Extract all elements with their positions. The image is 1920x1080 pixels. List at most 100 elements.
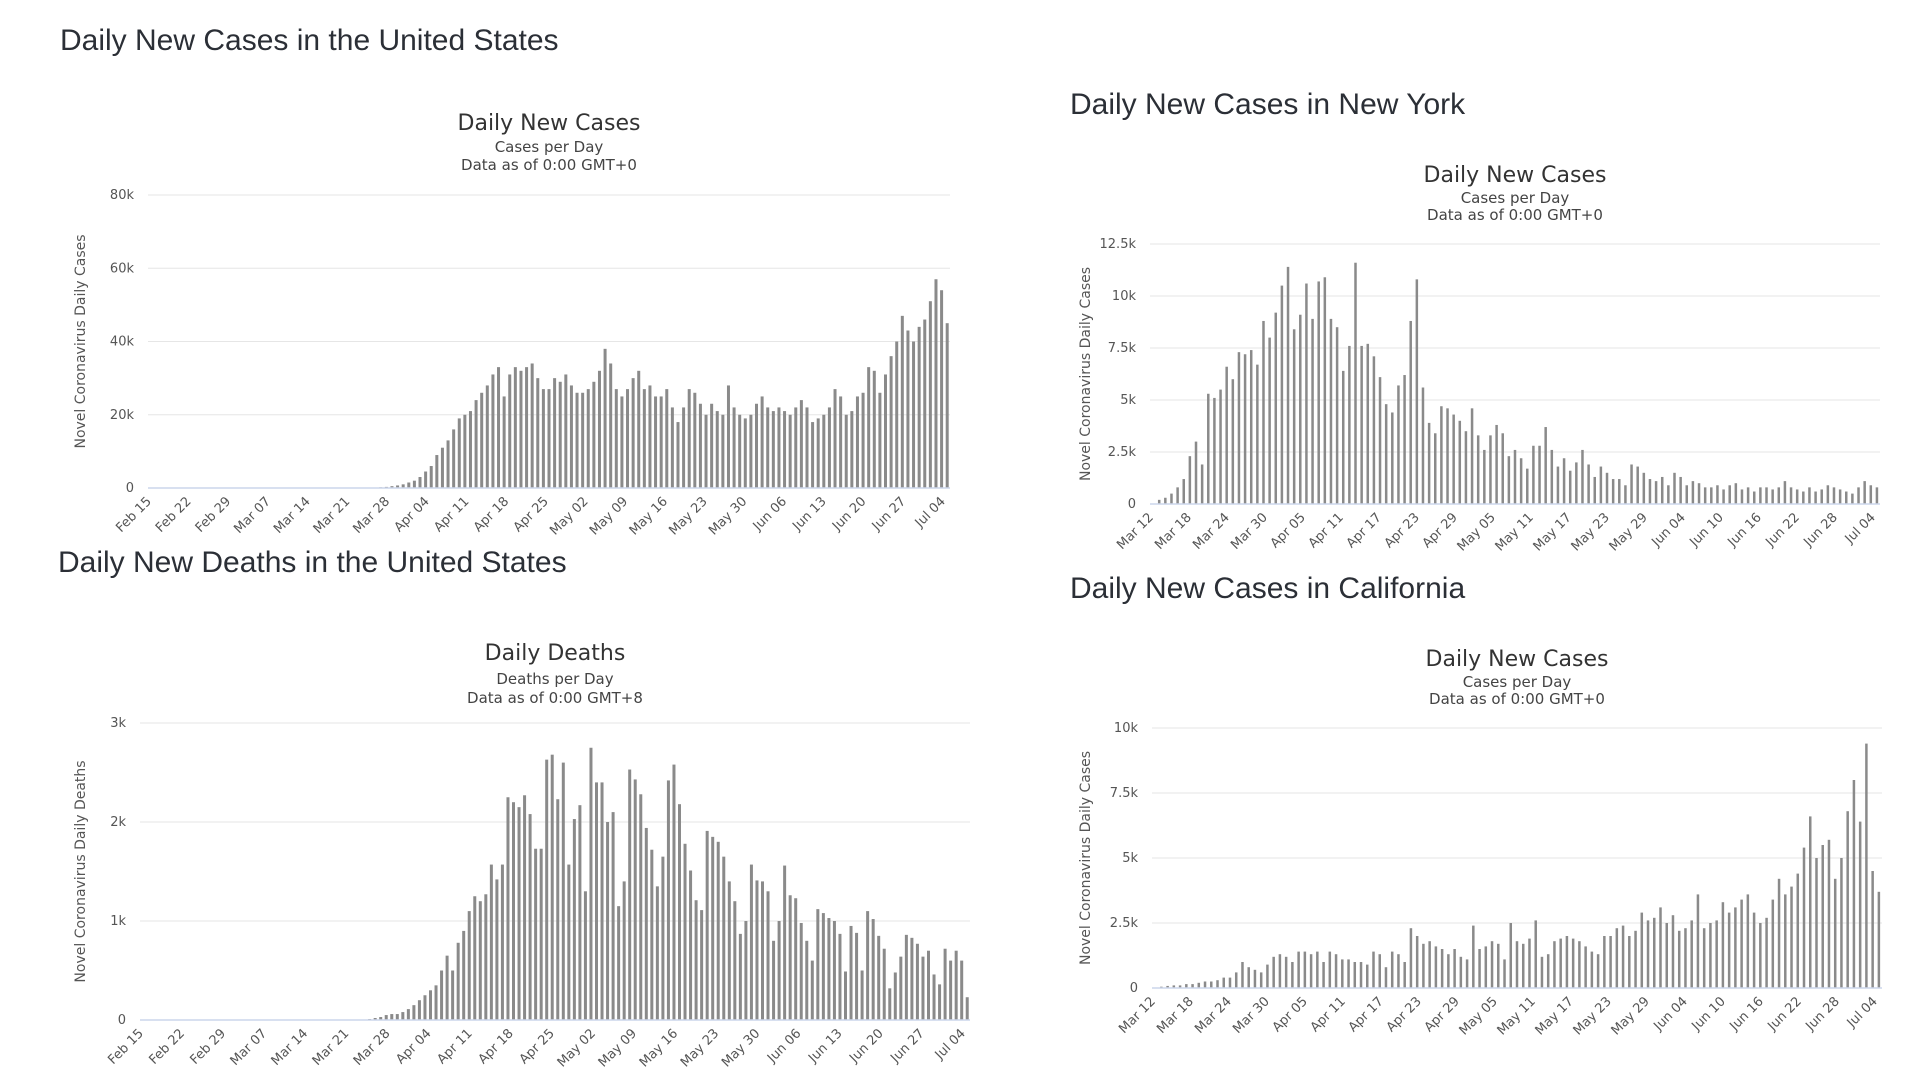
bar: [1317, 281, 1320, 504]
bar: [600, 782, 604, 1020]
bar: [1422, 943, 1425, 988]
bar: [1465, 959, 1469, 988]
x-tick-label: Jun 22: [1763, 510, 1803, 550]
x-tick-label: Jun 20: [829, 494, 869, 534]
bar: [628, 769, 632, 1020]
bar: [934, 279, 938, 488]
x-tick-label: Apr 05: [1270, 994, 1311, 1035]
bar: [564, 374, 568, 488]
bar: [1495, 424, 1498, 504]
bar: [1191, 984, 1194, 988]
x-tick-label: May 16: [637, 1026, 681, 1070]
x-tick-label: Apr 25: [517, 1026, 558, 1067]
x-tick-label: Mar 07: [228, 1026, 271, 1069]
x-tick-label: Apr 25: [511, 494, 552, 535]
y-tick-label: 20k: [110, 408, 135, 423]
bar: [1397, 385, 1400, 504]
bar: [1247, 967, 1250, 988]
bar: [1667, 485, 1670, 504]
bar: [495, 879, 499, 1020]
bar: [661, 856, 665, 1020]
bar: [698, 403, 702, 488]
y-tick-label: 0: [126, 481, 134, 496]
bar: [1194, 441, 1198, 504]
bar: [648, 385, 652, 488]
bar: [877, 935, 881, 1020]
bar: [659, 396, 663, 488]
bar: [1200, 464, 1204, 504]
bar: [517, 807, 521, 1020]
bar: [609, 363, 613, 488]
bar: [614, 389, 618, 488]
bar: [855, 396, 859, 488]
y-axis-label: Novel Coronavirus Daily Cases: [1078, 751, 1094, 965]
x-tick-label: Jun 13: [805, 1026, 845, 1066]
bar: [536, 378, 540, 489]
bar: [620, 396, 624, 488]
bar: [1366, 964, 1369, 988]
bar: [1164, 497, 1167, 504]
bar: [1628, 936, 1631, 988]
bar: [423, 995, 427, 1020]
bar: [1335, 327, 1339, 504]
bar: [1484, 946, 1488, 988]
bar: [1241, 962, 1244, 988]
section-title-ca-cases: Daily New Cases in California: [1070, 572, 1466, 605]
bar: [446, 440, 450, 488]
bar: [1483, 449, 1486, 504]
bar: [1391, 412, 1394, 504]
bar: [592, 381, 596, 488]
bar: [1513, 449, 1517, 504]
bar: [1280, 285, 1284, 504]
bar: [1532, 445, 1535, 504]
chart-title: Daily New Cases: [1426, 647, 1609, 672]
y-tick-label: 5k: [1120, 393, 1136, 408]
bar: [893, 972, 897, 1020]
bar: [1727, 912, 1731, 988]
chart-subtitle: Cases per Day: [1461, 189, 1570, 207]
x-tick-label: Mar 18: [1154, 994, 1197, 1037]
bar: [1544, 427, 1547, 504]
bar: [1827, 839, 1831, 988]
bar: [1453, 949, 1456, 988]
bar: [547, 389, 551, 488]
bar: [1305, 283, 1308, 504]
bar: [445, 955, 449, 1020]
bar: [1615, 928, 1619, 988]
bar: [603, 348, 607, 488]
chart-title: Daily New Cases: [458, 111, 641, 136]
x-tick-label: Feb 22: [153, 494, 195, 536]
bar: [373, 1018, 377, 1020]
bar: [484, 894, 488, 1020]
bar: [1771, 489, 1774, 504]
bar: [595, 782, 598, 1020]
bar: [799, 400, 803, 488]
bar: [943, 948, 947, 1020]
bar: [1328, 951, 1332, 988]
x-tick-label: Apr 23: [1382, 510, 1423, 551]
bar: [1777, 487, 1781, 504]
bar: [1624, 485, 1627, 504]
bar: [1274, 312, 1278, 504]
chart-subtitle: Data as of 0:00 GMT+0: [1429, 690, 1605, 708]
bar: [1472, 925, 1475, 988]
bar: [743, 418, 747, 488]
bar: [1262, 320, 1265, 504]
bar: [1765, 487, 1768, 504]
bar: [938, 984, 942, 1020]
x-tick-label: May 02: [547, 494, 591, 538]
x-tick-label: Apr 04: [392, 494, 433, 535]
section-title-us-deaths: Daily New Deaths in the United States: [58, 546, 567, 579]
bar: [525, 367, 529, 488]
x-tick-label: Apr 11: [1306, 510, 1347, 551]
bar: [541, 389, 545, 488]
bar: [655, 886, 659, 1020]
bar: [783, 411, 787, 488]
bar: [1808, 487, 1811, 504]
bar: [693, 392, 697, 488]
x-tick-label: Jun 06: [764, 1026, 804, 1066]
bar: [910, 937, 914, 1020]
bar: [928, 301, 932, 488]
bar: [738, 933, 742, 1020]
